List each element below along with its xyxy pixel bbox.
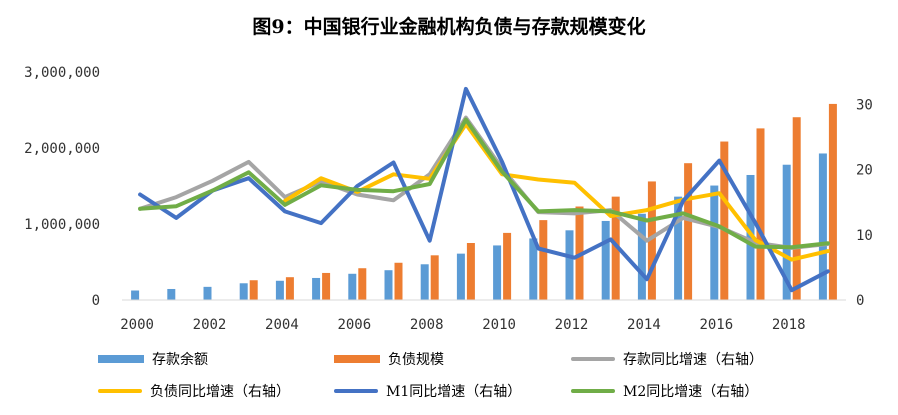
y-left-tick-label: 2,000,000 [24, 141, 100, 157]
legend-item-deposit: 存款余额 [98, 349, 208, 369]
bar-liability [466, 243, 475, 300]
x-tick-label: 2004 [265, 317, 299, 333]
x-tick-label: 2008 [410, 317, 444, 333]
bar-liability [358, 268, 367, 300]
bar-deposit [312, 277, 321, 300]
legend-item-m1-yoy: M1同比增速（右轴） [334, 381, 521, 401]
y-right-tick-label: 10 [856, 228, 873, 244]
bar-liability [285, 277, 294, 300]
y-left-tick-label: 1,000,000 [24, 217, 100, 233]
x-tick-label: 2000 [120, 317, 154, 333]
bar-deposit [167, 288, 176, 300]
x-tick-label: 2010 [482, 317, 516, 333]
y-left-tick-label: 3,000,000 [24, 65, 100, 81]
bar-liability [792, 117, 801, 300]
legend-swatch-m1-yoy [334, 389, 378, 393]
x-tick-label: 2012 [555, 317, 589, 333]
x-tick-label: 2016 [699, 317, 733, 333]
bar-liability [756, 128, 765, 300]
bar-deposit [746, 174, 755, 300]
legend-label-liability: 负债规模 [388, 352, 444, 368]
bar-deposit [131, 290, 140, 300]
legend-swatch-deposit [98, 355, 144, 363]
legend-swatch-liability-yoy [98, 389, 142, 393]
bar-deposit [565, 230, 574, 300]
bar-liability [720, 141, 729, 300]
bar-deposit [818, 153, 827, 300]
y-right-tick-label: 0 [856, 293, 864, 309]
bar-liability [684, 163, 693, 300]
bar-liability [394, 262, 403, 300]
bar-deposit [203, 286, 212, 300]
bar-deposit [384, 270, 393, 300]
bar-liability [322, 272, 331, 300]
legend-swatch-deposit-yoy [571, 357, 615, 361]
chart-title: 图9：中国银行业金融机构负债与存款规模变化 [252, 16, 646, 38]
bar-liability [503, 232, 512, 300]
legend-label-deposit-yoy: 存款同比增速（右轴） [623, 352, 763, 368]
bar-deposit [674, 196, 683, 300]
legend-label-liability-yoy: 负债同比增速（右轴） [150, 384, 290, 400]
legend-label-m1-yoy: M1同比增速（右轴） [386, 384, 522, 400]
legend-label-deposit: 存款余额 [152, 352, 208, 368]
bar-liability [249, 280, 258, 300]
line-liability-yoy [282, 122, 830, 262]
bar-deposit [456, 253, 465, 300]
bar-deposit [710, 185, 719, 300]
line-m2-yoy [138, 117, 830, 250]
legend-swatch-m2-yoy [571, 389, 615, 393]
x-tick-label: 2014 [627, 317, 661, 333]
legend-item-liability: 负债规模 [334, 349, 444, 369]
bar-deposit [601, 220, 610, 300]
bar-liability [647, 181, 656, 300]
legend-swatch-liability [334, 355, 380, 363]
y-right-tick-label: 20 [856, 163, 873, 179]
bar-deposit [637, 213, 646, 300]
y-right-tick-label: 30 [856, 98, 873, 114]
legend-item-m2-yoy: M2同比增速（右轴） [571, 381, 758, 401]
x-tick-label: 2006 [337, 317, 371, 333]
bar-liability [828, 103, 837, 300]
bar-deposit [529, 238, 538, 300]
line-m1-yoy [138, 86, 830, 293]
legend-item-deposit-yoy: 存款同比增速（右轴） [571, 349, 763, 369]
x-tick-label: 2002 [193, 317, 227, 333]
legend-item-liability-yoy: 负债同比增速（右轴） [98, 381, 290, 401]
bar-liability [430, 255, 439, 300]
bar-deposit [493, 245, 502, 300]
bar-deposit [782, 164, 791, 300]
bar-liability [539, 220, 548, 300]
bar-deposit [239, 283, 248, 300]
bar-deposit [348, 273, 357, 300]
bar-deposit [275, 280, 284, 300]
bar-deposit [420, 264, 429, 300]
x-tick-label: 2018 [772, 317, 806, 333]
bar-liability [611, 196, 620, 300]
y-left-tick-label: 0 [92, 293, 100, 309]
legend-label-m2-yoy: M2同比增速（右轴） [623, 384, 759, 400]
